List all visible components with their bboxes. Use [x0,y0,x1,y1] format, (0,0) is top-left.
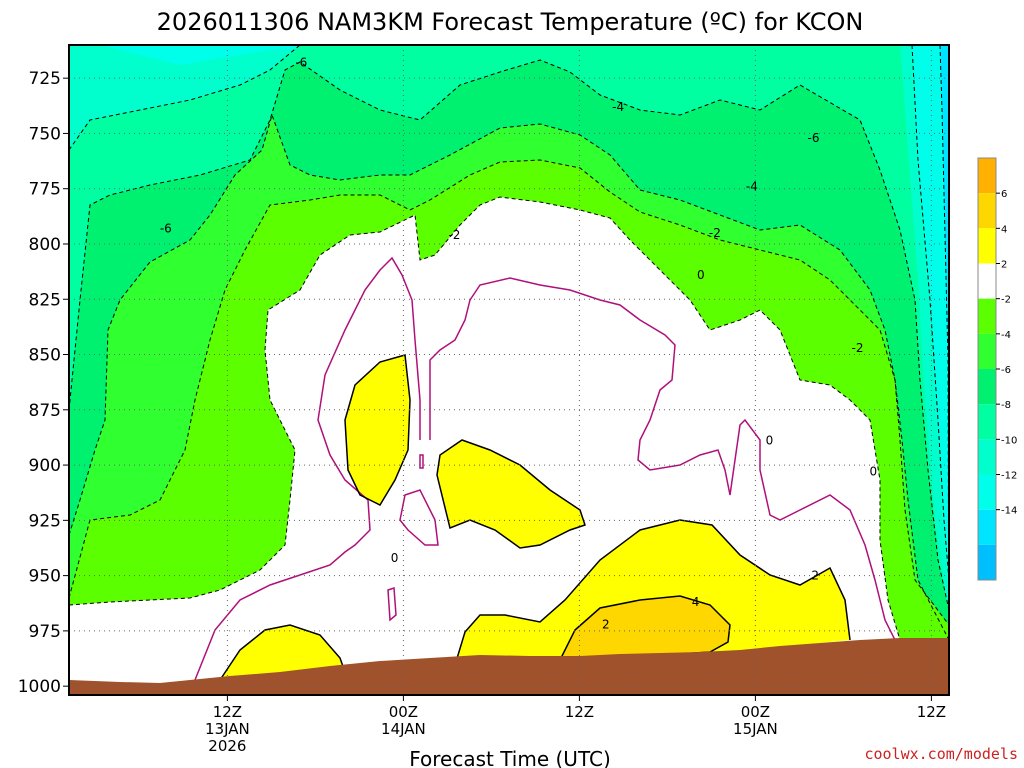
colorbar-swatch [978,193,996,229]
x-tick-label: 00Z [389,703,418,721]
negative-isotherms [69,45,949,695]
colorbar-swatch [978,158,996,194]
y-tick-label: 800 [29,235,61,255]
x-tick-label: 12Z [917,703,946,721]
y-tick-label: 825 [29,290,61,310]
colorbar-swatch [978,263,996,299]
grid [69,45,949,695]
x-tick-label: 15JAN [733,720,778,738]
contour-label: -4 [746,179,758,193]
colorbar-swatch [978,404,996,440]
contour-label: 2 [811,569,819,583]
plot-frame [68,44,950,696]
y-tick-label: 875 [29,401,61,421]
contour-label: 0 [869,465,877,479]
colorbar-tick-label: -12 [1001,471,1017,482]
temperature-field [69,45,949,695]
y-tick-label: 725 [29,69,61,89]
fill-plus2-c [220,625,345,680]
colorbar-tick-label: -2 [1001,295,1011,306]
colorbar-tick-label: 4 [1001,224,1007,235]
y-tick-label: 1000 [18,677,61,697]
colorbar-tick-label: 6 [1001,189,1007,200]
colorbar-swatch [978,369,996,405]
y-tick-label: 925 [29,511,61,531]
y-tick-label: 950 [29,567,61,587]
contour-label: 0 [391,551,399,565]
credit-text: coolwx.com/models [864,745,1018,763]
contour-label: -4 [612,100,624,114]
terrain [69,638,949,695]
fill-plus4 [560,596,730,660]
y-axis: 725 750 775 800 825 850 875 900 925 950 975 1000 [18,69,69,697]
colorbar-swatch [978,298,996,334]
y-tick-label: 850 [29,346,61,366]
x-tick-label: 00Z [741,703,770,721]
y-tick-label: 775 [29,180,61,200]
chart-title: 2026011306 NAM3KM Forecast Temperature (… [157,8,864,36]
colorbar-tick-label: -8 [1001,400,1011,411]
fill-plus2-a [345,355,410,505]
colorbar-tick-label: -10 [1001,435,1017,446]
contour-label: 4 [692,595,700,609]
x-tick-label: 2026 [208,737,246,755]
positive-isotherms [219,354,851,681]
colorbar-swatch [978,439,996,475]
colorbar-swatch [978,509,996,545]
colorbar-tick-label: -14 [1001,506,1017,517]
contour-label: -6 [295,56,307,70]
colorbar-swatch [978,228,996,264]
x-tick-label: 14JAN [381,720,426,738]
contour-label: -2 [709,226,721,240]
contour-labels: -6 -6 -4 -6 -4 -2 -2 -2 0 0 0 0 2 2 4 [160,56,877,632]
x-axis-title: Forecast Time (UTC) [409,747,611,768]
x-tick-label: 13JAN [205,720,250,738]
y-tick-label: 900 [29,456,61,476]
contour-label: -2 [851,341,863,355]
contour-label: 2 [602,617,610,631]
colorbar-tick-label: 2 [1001,260,1007,271]
contour-label: -6 [807,131,819,145]
contour-label: -6 [160,222,172,236]
colorbar-tick-label: -4 [1001,330,1011,341]
colorbar: 6 4 2 -2 -4 -6 -8 -10 -12 -14 [977,157,1017,581]
colorbar-swatch [978,474,996,510]
y-tick-label: 975 [29,622,61,642]
x-tick-label: 12Z [213,703,242,721]
fill-plus2-d [455,520,850,665]
colorbar-tick-label: -6 [1001,365,1011,376]
contour-label: 0 [766,434,774,448]
colorbar-swatch [978,544,996,580]
contour-label: -2 [448,228,460,242]
contour-label: 0 [697,268,705,282]
y-tick-label: 750 [29,124,61,144]
colorbar-swatch [978,333,996,369]
x-tick-label: 12Z [565,703,594,721]
